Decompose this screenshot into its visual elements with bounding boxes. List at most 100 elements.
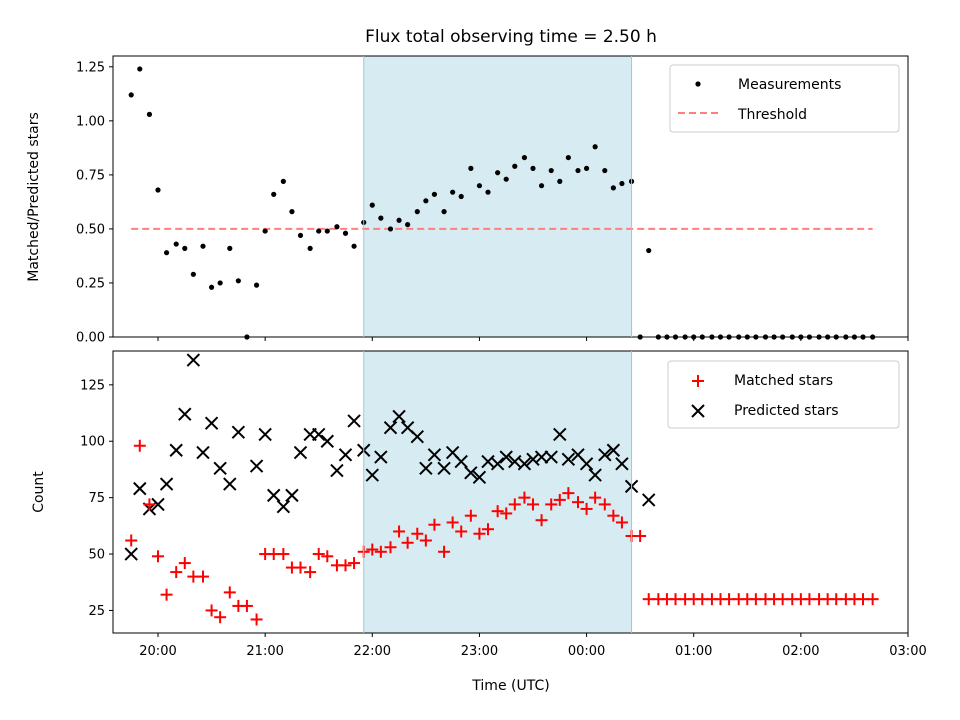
bottom-y-tick-label: 25 xyxy=(88,604,105,619)
matched-stars-point xyxy=(482,523,494,536)
predicted-stars-point xyxy=(598,448,612,462)
predicted-stars-point xyxy=(320,434,334,448)
matched-stars-point xyxy=(384,541,397,554)
predicted-stars-point xyxy=(383,420,398,435)
measurement-point xyxy=(495,170,501,176)
top-y-tick-label: 0.25 xyxy=(76,276,105,291)
predicted-stars-point xyxy=(472,470,487,485)
matched-stars-point xyxy=(205,604,218,617)
predicted-stars-point xyxy=(338,448,353,462)
measurement-point xyxy=(610,185,616,191)
measurement-point xyxy=(503,176,509,182)
bottom-x-ticks: 20:00 21:00 22:00 23:00 00:00 01:00 02:00 03:00 xyxy=(139,633,927,659)
measurement-point xyxy=(342,230,349,236)
predicted-stars-point xyxy=(186,353,201,367)
bottom-x-tick-label: 00:00 xyxy=(568,644,605,659)
matched-stars-point xyxy=(250,613,263,626)
top-y-ticks: 0.00 0.25 0.50 0.75 1.00 1.25 xyxy=(76,60,113,346)
predicted-stars-point xyxy=(419,461,433,476)
measurement-point xyxy=(396,217,402,223)
measurement-point xyxy=(200,243,206,249)
measurement-point xyxy=(387,226,394,232)
measurement-point xyxy=(369,202,375,208)
measurement-point xyxy=(565,154,571,161)
predicted-stars-point xyxy=(124,547,138,561)
measurement-point xyxy=(280,178,286,184)
top-y-tick-label: 1.00 xyxy=(76,114,105,129)
predicted-stars-point xyxy=(606,443,621,457)
measurement-point xyxy=(378,215,384,221)
predicted-stars-point xyxy=(204,416,219,430)
measurement-point xyxy=(262,228,268,234)
measurement-point xyxy=(476,183,483,189)
matched-stars-point xyxy=(312,548,325,561)
top-panel: Flux total observing time = 2.50 h 0.00 0… xyxy=(26,27,909,346)
predicted-stars-point xyxy=(490,457,505,471)
predicted-stars-point xyxy=(276,499,291,514)
bottom-y-tick-label: 50 xyxy=(88,548,105,563)
predicted-stars-point xyxy=(392,409,406,424)
matched-stars-point xyxy=(152,550,164,563)
measurement-point xyxy=(530,165,536,171)
measurement-point xyxy=(324,228,330,234)
predicted-stars-point xyxy=(196,445,210,460)
predicted-stars-point xyxy=(151,497,165,512)
measurement-point xyxy=(155,187,161,193)
bottom-y-tick-label: 100 xyxy=(80,435,105,450)
measurement-point xyxy=(458,193,464,200)
predicted-stars-point xyxy=(258,427,272,442)
matched-stars-point xyxy=(321,550,334,563)
matched-stars-point xyxy=(294,561,307,574)
measurement-point xyxy=(182,245,188,251)
measurement-point xyxy=(512,163,518,169)
predicted-stars-point xyxy=(427,448,442,462)
matched-stars-point xyxy=(580,502,593,515)
matched-stars-point xyxy=(562,487,575,500)
predicted-stars-point xyxy=(499,450,513,464)
matched-stars-point xyxy=(277,548,290,561)
bottom-x-tick-label: 23:00 xyxy=(461,644,498,659)
matched-stars-point xyxy=(401,536,414,549)
bottom-x-tick-label: 20:00 xyxy=(139,644,176,659)
matched-stars-point xyxy=(419,534,432,547)
top-y-tick-label: 0.75 xyxy=(76,168,105,183)
top-y-tick-label: 0.00 xyxy=(76,331,105,346)
bottom-x-tick-label: 02:00 xyxy=(782,644,819,659)
top-panel-title: Flux total observing time = 2.50 h xyxy=(365,27,657,47)
predicted-stars-point xyxy=(231,425,246,439)
matched-stars-point xyxy=(125,534,138,547)
matched-stars-point xyxy=(615,516,628,529)
measurement-point xyxy=(297,232,304,239)
predicted-stars-point xyxy=(223,477,237,491)
matched-stars-point xyxy=(197,570,209,583)
bottom-highlight-span xyxy=(363,351,632,633)
matched-stars-point xyxy=(160,588,173,601)
bottom-y-tick-label: 75 xyxy=(88,491,105,506)
matched-stars-point xyxy=(634,529,647,542)
predicted-stars-point xyxy=(454,454,468,469)
matched-stars-point xyxy=(589,491,602,504)
matched-stars-point xyxy=(133,439,146,452)
matched-stars-point xyxy=(527,498,539,511)
matched-stars-point xyxy=(491,505,504,518)
measurement-point xyxy=(289,209,295,215)
matched-stars-point xyxy=(518,491,531,504)
predicted-stars-point xyxy=(178,407,192,421)
matched-stars-point xyxy=(428,518,441,531)
bottom-x-tick-label: 22:00 xyxy=(354,644,391,659)
measurement-point xyxy=(646,247,652,254)
legend-measurements-label: Measurements xyxy=(738,77,841,93)
measurement-point xyxy=(173,241,179,247)
matched-stars-point xyxy=(473,527,486,540)
measurement-point xyxy=(602,167,608,174)
matched-stars-point xyxy=(411,527,424,540)
predicted-stars-point xyxy=(526,452,540,466)
bottom-panel: 25 50 75 100 125 20:00 21:00 22:00 23:00 00:00 01… xyxy=(31,350,927,694)
matched-stars-point xyxy=(553,493,566,506)
predicted-stars-point xyxy=(544,450,558,464)
top-axes-frame xyxy=(112,55,909,338)
measurement-point xyxy=(227,245,233,251)
matched-stars-point xyxy=(214,611,227,624)
bottom-x-tick-label: 21:00 xyxy=(246,644,283,659)
